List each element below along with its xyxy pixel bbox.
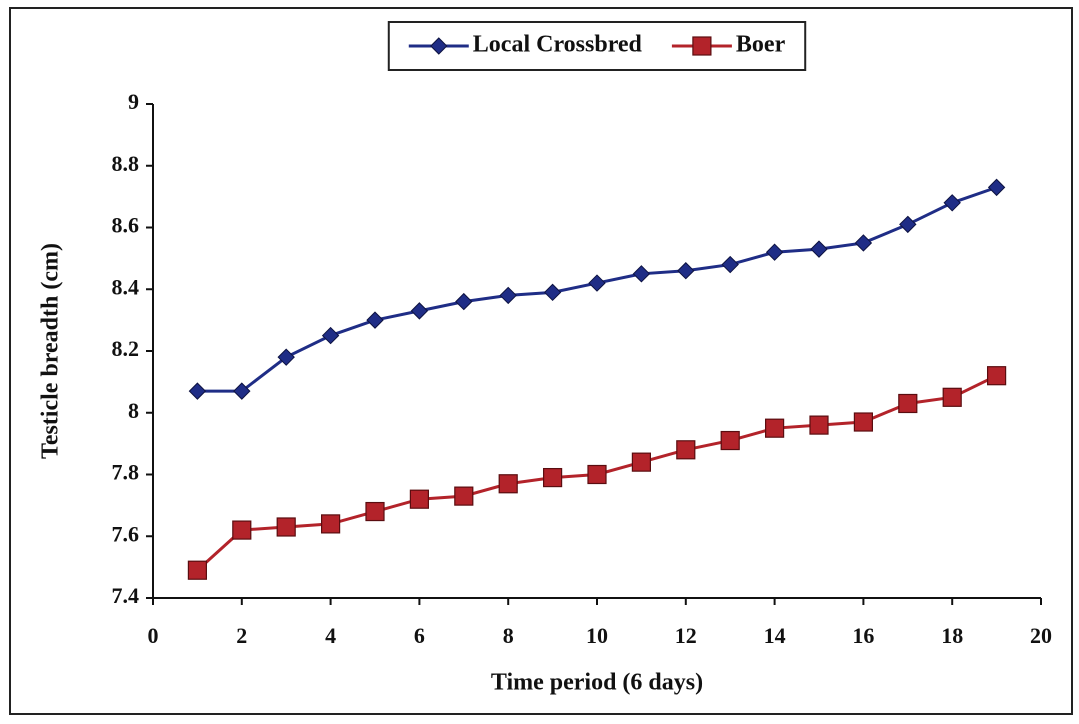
chart-frame [10, 8, 1072, 714]
legend-label: Local Crossbred [473, 32, 643, 58]
marker [322, 515, 340, 533]
marker [544, 469, 562, 487]
legend: Local Crossbred Boer [389, 22, 805, 70]
marker [988, 367, 1006, 385]
marker [277, 518, 295, 536]
marker [632, 453, 650, 471]
chart: Time period (6 days) Testicle breadth (c… [0, 0, 1079, 719]
y-tick-label: 7.6 [112, 521, 140, 546]
marker [455, 487, 473, 505]
marker [943, 388, 961, 406]
marker [677, 441, 695, 459]
marker [188, 561, 206, 579]
x-tick-label: 4 [325, 623, 336, 648]
x-tick-label: 18 [941, 623, 963, 648]
x-tick-label: 10 [586, 623, 608, 648]
y-tick-label: 8.2 [112, 336, 140, 361]
x-axis-title: Time period (6 days) [491, 670, 703, 696]
x-tick-label: 16 [852, 623, 874, 648]
marker [766, 419, 784, 437]
legend-marker [693, 37, 711, 55]
y-tick-label: 8 [128, 398, 139, 423]
y-tick-label: 9 [128, 89, 139, 114]
page: {"chart_data": {"type": "line", "xlabel"… [0, 0, 1079, 719]
y-tick-label: 8.8 [112, 151, 140, 176]
marker [499, 475, 517, 493]
marker [810, 416, 828, 434]
x-tick-label: 2 [236, 623, 247, 648]
x-tick-label: 8 [503, 623, 514, 648]
y-tick-label: 7.8 [112, 460, 140, 485]
x-tick-label: 6 [414, 623, 425, 648]
marker [721, 432, 739, 450]
marker [233, 521, 251, 539]
marker [899, 394, 917, 412]
y-tick-label: 8.4 [112, 274, 140, 299]
marker [854, 413, 872, 431]
marker [366, 503, 384, 521]
y-tick-label: 8.6 [112, 213, 140, 238]
x-tick-label: 20 [1030, 623, 1052, 648]
legend-label: Boer [736, 32, 786, 58]
x-tick-label: 14 [764, 623, 786, 648]
y-axis-title: Testicle breadth (cm) [38, 243, 64, 459]
marker [410, 490, 428, 508]
marker [588, 466, 606, 484]
x-tick-label: 0 [148, 623, 159, 648]
y-tick-label: 7.4 [112, 583, 140, 608]
x-tick-label: 12 [675, 623, 697, 648]
